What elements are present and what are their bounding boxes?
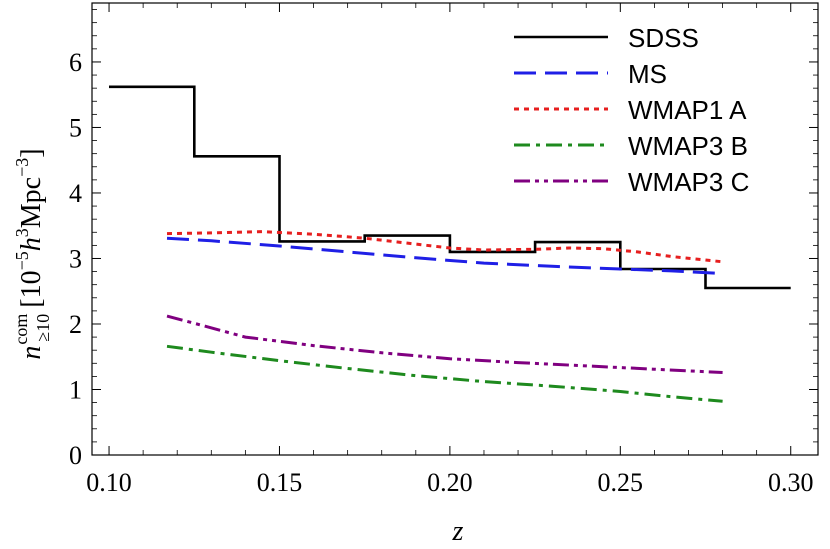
legend-label: WMAP3 C	[628, 167, 749, 197]
legend-label: SDSS	[628, 23, 699, 53]
y-axis-units-h-exp: 3	[12, 228, 32, 237]
y-tick-label: 4	[69, 179, 82, 208]
plot-frame	[91, 2, 819, 456]
y-axis: 0 1 2 3 4 5 6	[69, 9, 818, 470]
series-line-wmap1-a	[166, 230, 723, 264]
x-tick-label: 0.30	[768, 468, 814, 497]
series-line-wmap3-b	[166, 344, 723, 403]
y-tick-label: 1	[69, 375, 82, 404]
y-axis-units-prefix: [10	[16, 270, 47, 307]
y-tick-label: 5	[69, 113, 82, 142]
x-tick-label: 0.10	[86, 468, 132, 497]
y-axis-superscript: com	[11, 314, 31, 345]
x-axis: 0.10 0.15 0.20 0.25 0.30	[86, 3, 813, 497]
x-tick-label: 0.15	[257, 468, 303, 497]
legend-label: WMAP1 A	[628, 95, 747, 125]
y-axis-title: ncom ≥10 [10−5h3Mpc−3]	[11, 148, 53, 359]
y-tick-label: 0	[69, 441, 82, 470]
legend-label: WMAP3 B	[628, 131, 748, 161]
y-axis-units-exp: −5	[12, 251, 32, 270]
y-tick-label: 3	[69, 244, 82, 273]
y-axis-symbol: n	[16, 346, 47, 360]
y-tick-label: 2	[69, 310, 82, 339]
y-axis-units-suffix: ]	[16, 148, 47, 157]
legend: SDSS MS WMAP1 A WMAP3 B WMAP3 C	[514, 23, 749, 197]
y-axis-units-mpc-exp: −3	[12, 158, 32, 177]
series-layer	[109, 85, 791, 403]
plot-border	[91, 2, 819, 456]
series-line-sdss	[109, 85, 791, 290]
y-axis-units-h: h	[16, 237, 47, 251]
x-tick-label: 0.25	[598, 468, 644, 497]
x-axis-title: z	[452, 516, 464, 547]
series-line-wmap3-c	[166, 314, 723, 374]
y-tick-label: 6	[69, 48, 82, 77]
x-tick-label: 0.20	[427, 468, 473, 497]
legend-label: MS	[628, 59, 667, 89]
y-axis-units-mpc: Mpc	[16, 177, 47, 228]
series-line-ms	[166, 236, 723, 275]
y-axis-subscript: ≥10	[33, 314, 53, 342]
